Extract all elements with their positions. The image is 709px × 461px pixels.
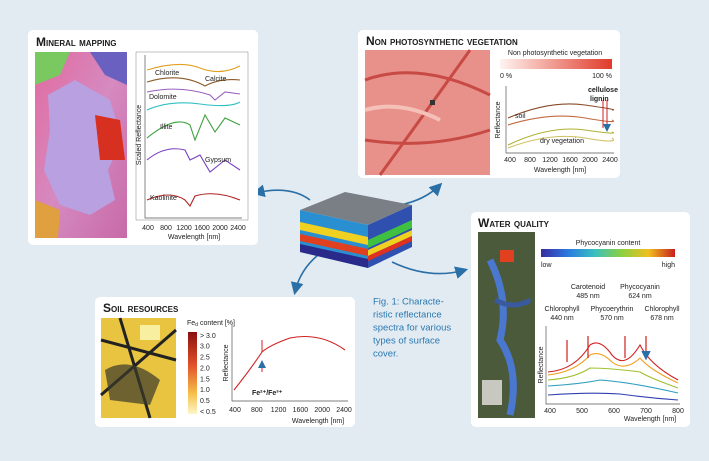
- pigment-name: Carotenoid: [571, 284, 605, 291]
- x-label: Wavelength [nm]: [292, 418, 344, 425]
- pigment-name: Chlorophyll: [644, 306, 679, 313]
- caption-line: types of surface: [373, 336, 440, 347]
- annotation: cellulose: [588, 87, 618, 94]
- y-label: Scaled Reflectance: [136, 105, 143, 165]
- x-tick-label: 800: [160, 225, 172, 232]
- x-tick-label: 1600: [194, 225, 210, 232]
- x-tick-label: 1200: [271, 407, 287, 414]
- water-panel: Water quality Phycocyanin content low hi…: [471, 212, 690, 427]
- curve-label: Gypsum: [205, 157, 231, 164]
- panel-title: Water quality: [478, 216, 550, 230]
- y-label: Reflectance: [538, 346, 545, 383]
- legend-tick-label: 0.5: [200, 398, 210, 405]
- legend-tick-label: 1.5: [200, 376, 210, 383]
- curve-label: Dolomite: [149, 94, 177, 101]
- curve-label: Chlorite: [155, 70, 179, 77]
- x-tick-label: 2400: [230, 225, 246, 232]
- pigment-wavelength: 624 nm: [628, 293, 652, 300]
- caption: Fig. 1: Characte- ristic reflectance spe…: [373, 297, 451, 360]
- hyperspectral-cube: [300, 192, 412, 268]
- pigment-name: Phycocyanin: [620, 284, 660, 291]
- x-label: Wavelength [nm]: [168, 234, 220, 241]
- caption-line: cover.: [373, 349, 398, 360]
- legend-tick-label: 1.0: [200, 387, 210, 394]
- x-tick-label: 2400: [336, 407, 352, 414]
- x-tick-label: 1200: [542, 157, 558, 164]
- pigment-wavelength: 678 nm: [650, 315, 674, 322]
- annotation: Fe²⁺/Fe³⁺: [252, 390, 283, 397]
- pigment-name: Phycoerythrin: [591, 306, 634, 313]
- legend-tick-label: 3.0: [200, 344, 210, 351]
- x-tick-label: 2000: [212, 225, 228, 232]
- annotation: dry vegetation: [540, 138, 584, 145]
- mineral-panel: Mineral mapping Chlorite Calcite Dolomit…: [28, 30, 258, 245]
- x-tick-label: 800: [672, 408, 684, 415]
- x-tick-label: 800: [251, 407, 263, 414]
- curve-label: Kaolinite: [150, 195, 177, 202]
- annotation: lignin: [590, 96, 609, 103]
- y-label: Reflectance: [223, 344, 230, 381]
- pigment-wavelength: 485 nm: [576, 293, 600, 300]
- soil-panel: Soil resources Fed content [%] > 3.0 3.0 2.…: [95, 297, 355, 427]
- curve-label: Calcite: [205, 76, 227, 83]
- x-tick-label: 1600: [562, 157, 578, 164]
- legend-min: 0 %: [500, 73, 512, 80]
- x-tick-label: 500: [576, 408, 588, 415]
- x-tick-label: 1600: [293, 407, 309, 414]
- curve-label: Illite: [160, 124, 173, 131]
- legend-tick-label: 2.5: [200, 355, 210, 362]
- x-tick-label: 800: [524, 157, 536, 164]
- legend-title: Fed content [%]: [187, 320, 235, 328]
- caption-line: spectra for various: [373, 323, 451, 334]
- x-tick-label: 2000: [314, 407, 330, 414]
- legend-max: 100 %: [592, 73, 612, 80]
- legend-tick-label: > 3.0: [200, 333, 216, 340]
- panel-title: Non photosynthetic vegetation: [366, 34, 518, 48]
- vegetation-panel: Non photosynthetic vegetation Non photos…: [358, 30, 620, 178]
- x-tick-label: 400: [544, 408, 556, 415]
- x-tick-label: 400: [142, 225, 154, 232]
- x-tick-label: 600: [608, 408, 620, 415]
- annotation: soil: [515, 113, 526, 120]
- caption-line: ristic reflectance: [373, 310, 442, 321]
- panel-title: Soil resources: [103, 301, 179, 315]
- legend-tick-label: 2.0: [200, 365, 210, 372]
- legend-min: low: [541, 262, 552, 269]
- panel-title: Mineral mapping: [36, 35, 116, 49]
- x-tick-label: 400: [229, 407, 241, 414]
- legend-title: Non photosynthetic vegetation: [508, 50, 602, 57]
- x-tick-label: 400: [504, 157, 516, 164]
- x-tick-label: 1200: [176, 225, 192, 232]
- y-label: Reflectance: [495, 101, 502, 138]
- x-label: Wavelength [nm]: [534, 167, 586, 174]
- legend-tick-label: < 0.5: [200, 409, 216, 416]
- legend-max: high: [662, 262, 675, 269]
- caption-line: Fig. 1: Characte-: [373, 297, 444, 308]
- pigment-wavelength: 440 nm: [550, 315, 574, 322]
- x-tick-label: 2000: [582, 157, 598, 164]
- legend-title: Phycocyanin content: [576, 240, 641, 247]
- pigment-name: Chlorophyll: [544, 306, 579, 313]
- pigment-wavelength: 570 nm: [600, 315, 624, 322]
- x-label: Wavelength [nm]: [624, 416, 676, 423]
- x-tick-label: 700: [640, 408, 652, 415]
- x-tick-label: 2400: [602, 157, 618, 164]
